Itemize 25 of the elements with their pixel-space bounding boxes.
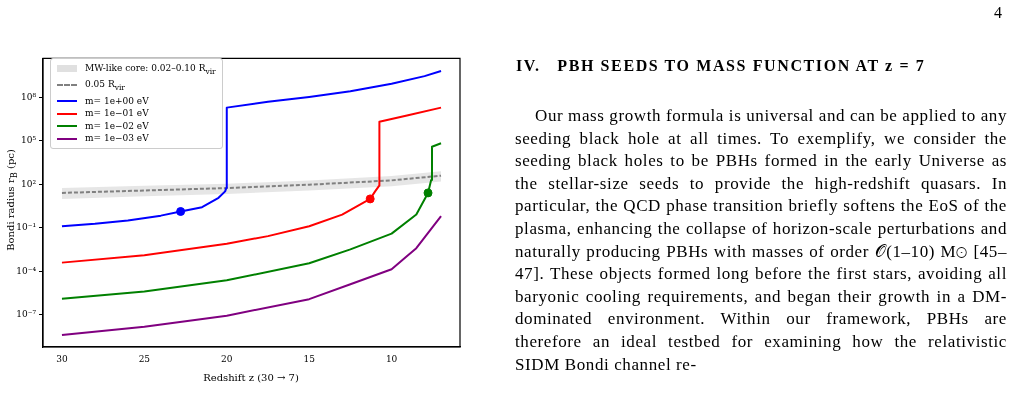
line-series [60,174,443,194]
y-tick-label: 10⁸ [20,91,37,102]
y-tick-label: 10⁵ [20,135,37,146]
x-tick-label: 30 [56,353,68,364]
legend-label: MW-like core: 0.02–0.10 R$_{vir}$ [85,63,216,76]
y-tick-label: 10⁻⁴ [16,265,37,276]
x-tick-label: 20 [221,353,233,364]
x-tick-label: 25 [138,353,151,364]
text: 4 [994,4,1002,22]
legend-label: m= 1e+00 eV [85,95,149,106]
legend-label: m= 1e−02 eV [85,120,149,131]
legend-label: 0.05 R$_{vir}$ [85,79,125,93]
x-tick-label: 15 [303,353,316,364]
x-tick-label: 10 [385,353,398,364]
point [176,207,186,217]
point [365,194,375,204]
y-tick-label: 10² [20,178,37,189]
legend-label: m= 1e−03 eV [85,133,149,144]
y-tick-label: 10⁻¹ [16,222,36,233]
point [423,188,433,198]
text: IV. PBH SEEDS TO MASS FUNCTION AT z = 7 [516,57,926,75]
x-axis-title: Redshift z (30 → 7) [203,372,299,383]
y-tick-label: 10⁻⁷ [16,309,37,320]
text: Our mass growth formula is universal and can be applied to any seeding black hole at all times. To exemplify, we consider the seeding black holes to be PBHs formed in the early Universe as the stellar-size seeds to provide the high-redshift quasars. In particular, the QCD phase transition briefly softens the EoS of the plasma, enhancing the collapse of horizon-scale perturbations and naturally producing PBHs with masses of order 𝒪(1–10) M⊙ [45–47]. These objects formed long before the first stars, avoiding all baryonic cooling requirements, and began their growth in a DM-dominated environment. Within our framework, PBHs are therefore an ideal testbed for examining how the relativistic SIDM Bondi channel re- [515,106,1008,374]
legend-label: m= 1e−01 eV [85,108,149,119]
